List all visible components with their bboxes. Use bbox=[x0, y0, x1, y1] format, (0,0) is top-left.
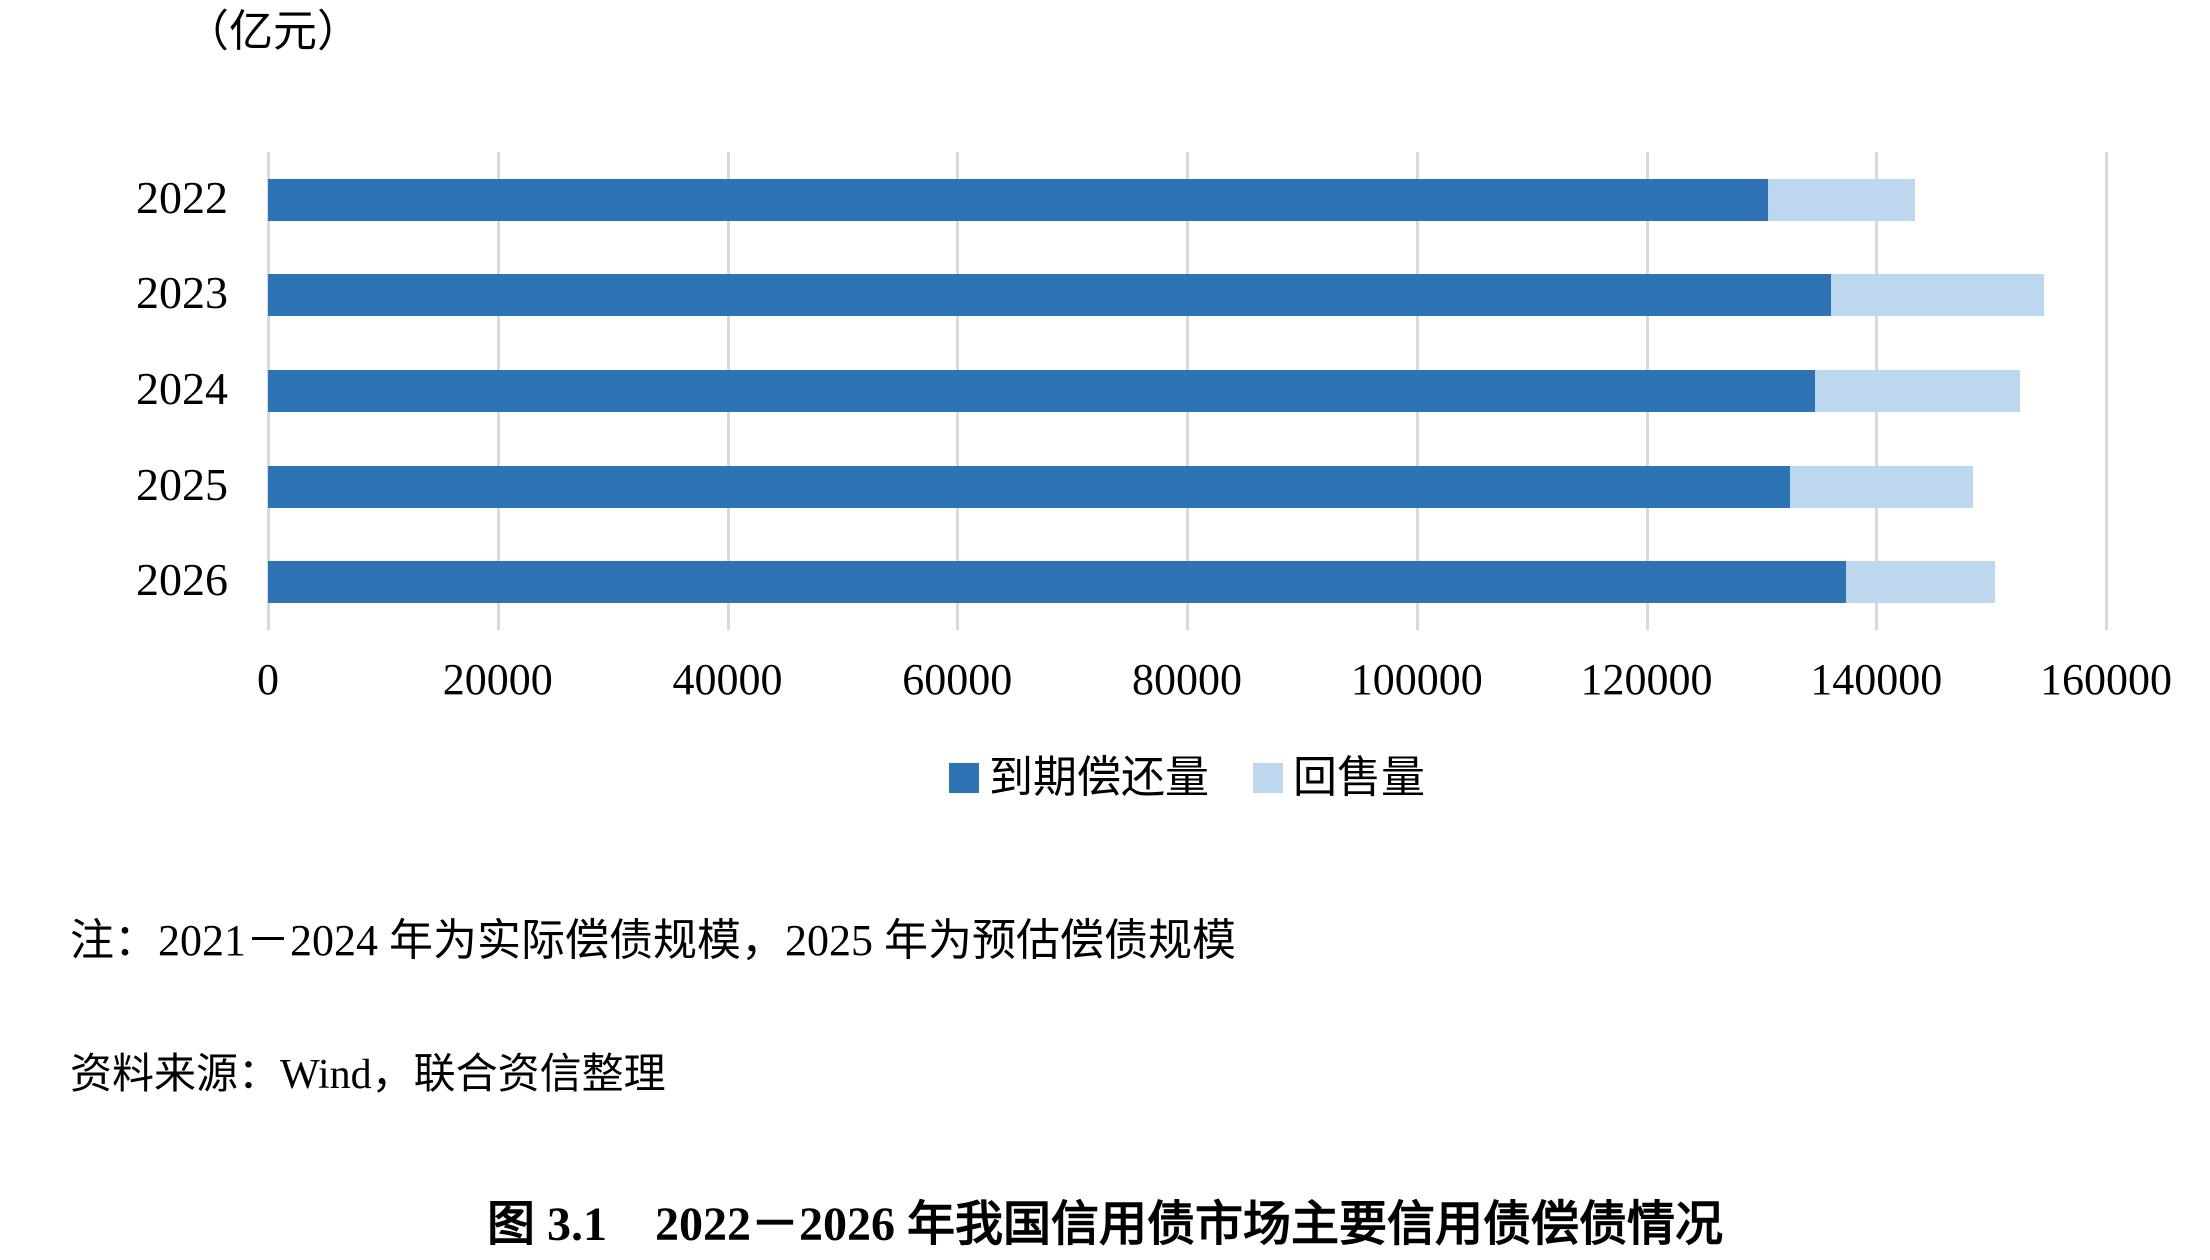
bar-segment-putback bbox=[1790, 465, 1973, 508]
x-axis-tick-label: 20000 bbox=[442, 655, 553, 704]
bar-row bbox=[268, 370, 2106, 412]
chart-plot-area bbox=[267, 152, 2108, 630]
bar-segment-maturity-repayment bbox=[268, 370, 1816, 412]
x-axis-tick-label: 100000 bbox=[1350, 655, 1483, 704]
legend-swatch-putback-icon bbox=[1253, 763, 1283, 794]
y-axis-label: 2026 bbox=[136, 554, 228, 606]
bar-segment-putback bbox=[1768, 178, 1916, 221]
bar-segment-putback bbox=[1846, 561, 1995, 604]
y-axis-labels: 2022 2023 2024 2025 2026 bbox=[0, 152, 244, 630]
figure-note: 注：2021－2024 年为实际偿债规模，2025 年为预估偿债规模 bbox=[70, 916, 1236, 965]
figure-caption: 图 3.1 2022－2026 年我国信用债市场主要信用债偿债情况 bbox=[486, 1198, 1723, 1251]
bar-segment-maturity-repayment bbox=[268, 274, 1832, 317]
legend-item-putback: 回售量 bbox=[1253, 752, 1425, 805]
bar-row bbox=[268, 561, 2106, 604]
bar-row bbox=[268, 465, 2106, 508]
legend-item-maturity: 到期偿还量 bbox=[949, 752, 1209, 805]
bar-row bbox=[268, 274, 2106, 317]
bar-segment-maturity-repayment bbox=[268, 178, 1769, 221]
x-axis-tick-label: 60000 bbox=[902, 655, 1013, 704]
y-axis-label: 2023 bbox=[136, 267, 228, 319]
x-axis: 0 20000 40000 60000 80000 100000 120000 140000 1… bbox=[257, 652, 2172, 708]
bar-segment-putback bbox=[1815, 370, 2020, 412]
y-axis-label: 2022 bbox=[136, 171, 228, 223]
chart-legend: 到期偿还量 回售量 bbox=[268, 752, 2106, 805]
bar-segment-maturity-repayment bbox=[268, 465, 1791, 508]
y-axis-label: 2025 bbox=[136, 458, 228, 510]
y-axis-label: 2024 bbox=[136, 363, 228, 414]
x-axis-tick-label: 120000 bbox=[1580, 655, 1713, 704]
bar-row bbox=[268, 178, 2106, 221]
axis-unit-label: （亿元） bbox=[185, 7, 361, 56]
figure-source: 资料来源：Wind，联合资信整理 bbox=[70, 1052, 666, 1098]
x-axis-tick-label: 80000 bbox=[1132, 655, 1242, 704]
x-axis-tick-label: 0 bbox=[257, 655, 279, 704]
bar-segment-maturity-repayment bbox=[268, 561, 1847, 604]
x-axis-tick-label: 40000 bbox=[672, 655, 783, 704]
gridline bbox=[2105, 152, 2108, 630]
legend-label-putback: 回售量 bbox=[1293, 753, 1425, 802]
x-axis-tick-label: 140000 bbox=[1810, 655, 1943, 704]
legend-swatch-maturity-icon bbox=[949, 763, 979, 794]
bar-segment-putback bbox=[1831, 274, 2044, 317]
x-axis-tick-label: 160000 bbox=[2040, 655, 2172, 704]
legend-label-maturity: 到期偿还量 bbox=[989, 753, 1209, 802]
